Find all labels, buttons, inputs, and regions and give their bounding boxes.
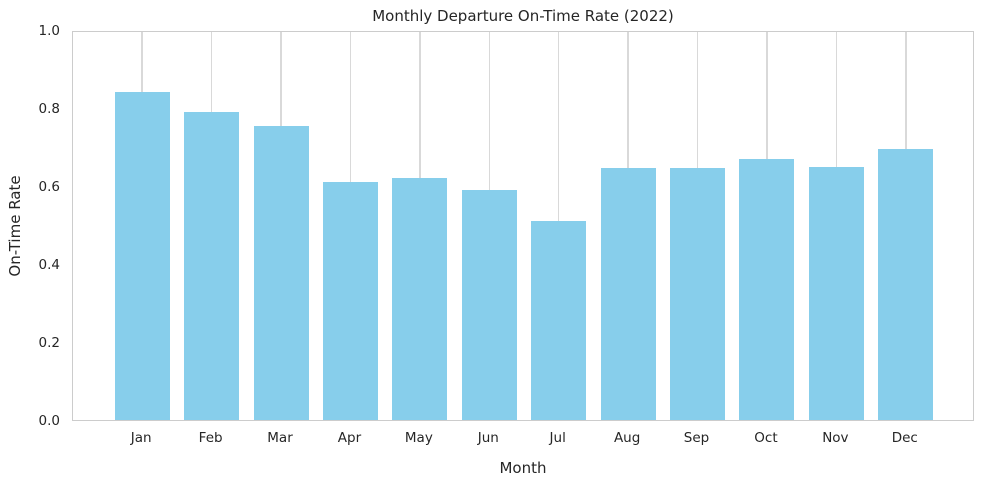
bar-dec [878, 148, 934, 420]
y-tick-label-1.0: 1.0 [38, 23, 60, 39]
x-tick-label-dec: Dec [891, 430, 918, 446]
y-tick-label-0.0: 0.0 [38, 413, 60, 429]
bar-jul [531, 221, 587, 420]
bar-nov [808, 166, 864, 420]
bar-feb [184, 111, 240, 420]
bar-apr [322, 182, 378, 420]
x-tick-label-aug: Aug [613, 430, 641, 446]
y-tick-label-0.2: 0.2 [38, 335, 60, 351]
x-tick-label-jul: Jul [549, 430, 566, 446]
bar-mar [253, 125, 309, 420]
x-tick-label-sep: Sep [683, 430, 710, 446]
chart-title: Monthly Departure On-Time Rate (2022) [372, 7, 674, 25]
x-tick-label-feb: Feb [198, 430, 223, 446]
x-tick-label-jun: Jun [477, 430, 499, 446]
x-axis-label: Month [499, 459, 547, 477]
bar-jun [461, 189, 517, 420]
bars-layer [73, 32, 973, 420]
y-tick-label-0.6: 0.6 [38, 179, 60, 195]
y-tick-label-0.4: 0.4 [38, 257, 60, 273]
x-tick-label-jan: Jan [130, 430, 152, 446]
bar-oct [739, 158, 795, 420]
bar-sep [670, 168, 726, 420]
x-tick-label-may: May [404, 430, 433, 446]
plot-area [72, 31, 974, 421]
y-tick-label-0.8: 0.8 [38, 101, 60, 117]
bar-jan [114, 92, 170, 420]
x-tick-label-nov: Nov [822, 430, 849, 446]
x-tick-label-oct: Oct [754, 430, 778, 446]
x-tick-label-mar: Mar [267, 430, 293, 446]
bar-aug [600, 168, 656, 420]
x-tick-label-apr: Apr [337, 430, 362, 446]
bar-may [392, 178, 448, 420]
